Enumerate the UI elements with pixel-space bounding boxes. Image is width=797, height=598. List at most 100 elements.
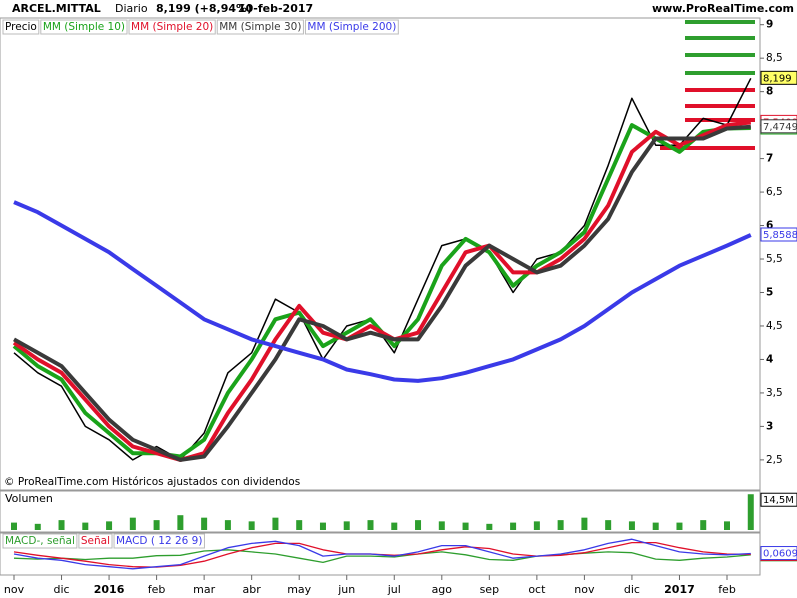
last-value-label: 8,199 bbox=[760, 70, 797, 85]
series-line bbox=[13, 124, 751, 462]
y-tick-label: 8 bbox=[766, 86, 773, 98]
x-tick-label: may bbox=[287, 583, 311, 596]
last-value-label: 14,5M bbox=[760, 492, 797, 507]
last-value-text: 8,199 bbox=[763, 73, 792, 84]
volume-bar bbox=[652, 522, 659, 530]
legend-entry: MACD-, señal bbox=[5, 535, 75, 547]
macd-panel bbox=[0, 532, 761, 576]
volume-bar bbox=[724, 521, 730, 530]
legend-entry: MM (Simple 200) bbox=[307, 21, 396, 33]
volume-bar bbox=[533, 521, 540, 530]
y-tick-label: 3,5 bbox=[766, 387, 783, 399]
volume-panel bbox=[0, 490, 761, 533]
x-tick-label: nov bbox=[4, 583, 25, 596]
volume-bar bbox=[581, 517, 588, 530]
series-line bbox=[12, 120, 752, 462]
change: 8,199 (+8,94%) bbox=[156, 2, 252, 15]
volume-bar bbox=[415, 520, 422, 530]
volume-bar bbox=[296, 520, 303, 530]
y-tick-label: 8,5 bbox=[766, 52, 783, 64]
y-tick-label: 9 bbox=[766, 19, 773, 31]
series-line bbox=[13, 538, 751, 570]
legend-box bbox=[40, 19, 128, 35]
legend-box bbox=[2, 19, 40, 35]
x-tick-label: feb bbox=[718, 583, 736, 596]
volume-bar bbox=[700, 520, 707, 530]
legend-entry: MM (Simple 30) bbox=[219, 21, 301, 33]
x-tick-label: jun bbox=[337, 583, 355, 596]
x-tick-label: sep bbox=[480, 583, 499, 596]
last-value-text: 14,5M bbox=[763, 495, 794, 506]
y-tick-label: 5,5 bbox=[766, 253, 783, 265]
last-value-box bbox=[760, 70, 797, 85]
volume-bar bbox=[319, 522, 326, 530]
volume-bar bbox=[248, 521, 255, 530]
y-tick-label: 5 bbox=[766, 286, 773, 298]
volume-bar bbox=[224, 520, 231, 530]
date: 10-feb-2017 bbox=[238, 2, 313, 15]
y-tick-label: 7 bbox=[766, 153, 773, 165]
volume-bar bbox=[58, 520, 65, 530]
x-tick-label: dic bbox=[53, 583, 69, 596]
legend-box bbox=[128, 19, 216, 35]
volume-bar bbox=[11, 522, 17, 530]
volume-bar bbox=[272, 517, 279, 530]
y-tick-label: 6,5 bbox=[766, 186, 783, 198]
last-value-box bbox=[760, 492, 797, 507]
legend-entry: Señal bbox=[81, 535, 110, 547]
y-tick-label: 6 bbox=[766, 220, 773, 232]
volume-bar bbox=[106, 521, 113, 530]
y-tick-label: 3 bbox=[766, 420, 773, 432]
last-value-box bbox=[760, 119, 797, 134]
legend-box bbox=[2, 533, 78, 549]
volume-bar bbox=[129, 517, 136, 530]
legend-box bbox=[113, 533, 205, 549]
source: www.ProRealTime.com bbox=[652, 2, 794, 15]
volume-bar bbox=[343, 521, 350, 530]
x-tick-label: dic bbox=[624, 583, 640, 596]
volume-title: Volumen bbox=[5, 492, 53, 505]
legend-entry: Precio bbox=[5, 21, 37, 33]
volume-bar bbox=[367, 520, 374, 530]
last-value-text: 0,0609 bbox=[763, 549, 797, 560]
x-tick-label: ago bbox=[432, 583, 453, 596]
legend-box bbox=[78, 533, 113, 549]
legend-entry: MM (Simple 20) bbox=[131, 21, 213, 33]
y-tick-label: 4,5 bbox=[766, 320, 783, 332]
x-tick-label: feb bbox=[148, 583, 166, 596]
footnote: © ProRealTime.com Históricos ajustados c… bbox=[4, 476, 300, 488]
last-value-box bbox=[760, 546, 797, 561]
x-tick-label: 2017 bbox=[664, 583, 695, 596]
x-tick-label: 2016 bbox=[94, 583, 125, 596]
volume-bar bbox=[82, 522, 89, 530]
period: Diario bbox=[115, 2, 148, 15]
last-value-label: 7,4749 bbox=[760, 119, 797, 134]
last-value-text: 5,8588 bbox=[763, 230, 797, 241]
volume-bar bbox=[391, 522, 398, 530]
volume-bar bbox=[747, 494, 754, 530]
volume-bar bbox=[153, 520, 160, 530]
volume-bar bbox=[486, 523, 493, 530]
volume-bar bbox=[557, 520, 564, 530]
volume-bar bbox=[201, 517, 208, 530]
last-value-label: 0,0609 bbox=[760, 546, 797, 561]
volume-bar bbox=[676, 522, 683, 530]
volume-bar bbox=[510, 522, 517, 530]
volume-bar bbox=[34, 523, 41, 530]
volume-bar bbox=[605, 520, 612, 530]
volume-bar bbox=[177, 515, 184, 530]
last-value-text: 7,4749 bbox=[763, 122, 797, 133]
y-tick-label: 4 bbox=[766, 353, 773, 365]
series-line bbox=[13, 549, 751, 564]
last-value-box bbox=[760, 227, 797, 242]
legend-entry: MACD ( 12 26 9) bbox=[116, 535, 202, 547]
volume-bar bbox=[628, 521, 635, 530]
price-panel bbox=[0, 17, 761, 491]
volume-bar bbox=[462, 522, 469, 530]
volume-bar bbox=[438, 521, 445, 530]
x-tick-label: jul bbox=[387, 583, 401, 596]
last-value-label: 5,8588 bbox=[760, 227, 797, 242]
x-tick-label: abr bbox=[243, 583, 262, 596]
